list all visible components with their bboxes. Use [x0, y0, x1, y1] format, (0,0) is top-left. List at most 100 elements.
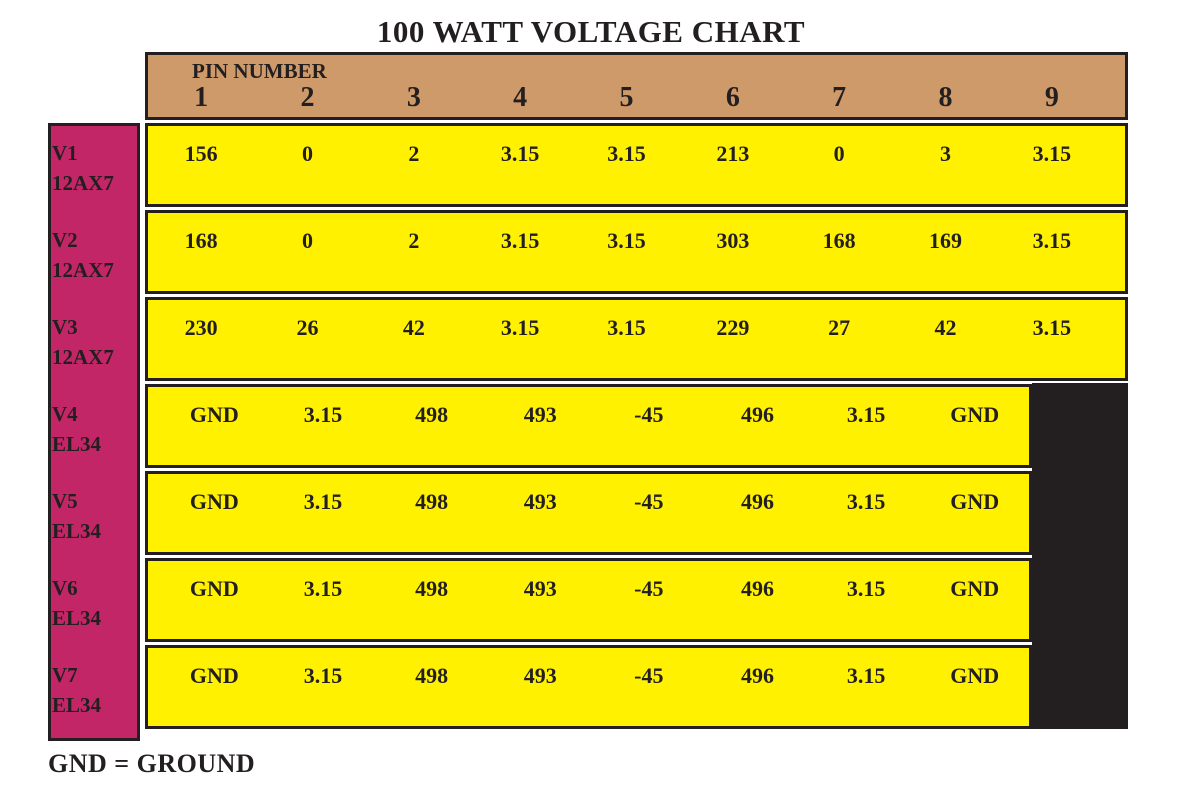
voltage-cell: 3.15 [303, 663, 343, 688]
voltage-cell: 3.15 [303, 402, 343, 427]
voltage-cell: -45 [634, 489, 664, 514]
tube-cell: V4 EL34 [51, 387, 137, 471]
blank-pin9-block [1032, 383, 1128, 729]
voltage-cell: GND [189, 402, 239, 427]
tube-label-column: V1 12AX7 V2 12AX7 V3 12AX7 V4 EL34 V5 EL34 V6 EL34 V… [48, 123, 140, 741]
voltage-cell: 213 [716, 141, 750, 166]
voltage-cell: 493 [523, 402, 557, 427]
tube-id: V6 [52, 576, 78, 600]
tube-cell: V7 EL34 [51, 648, 137, 732]
voltage-cell: -45 [634, 576, 664, 601]
voltage-row: 156 0 2 3.15 3.15 213 0 3 3.15 [145, 123, 1128, 207]
voltage-cell: 498 [415, 576, 449, 601]
voltage-cell: GND [950, 576, 1000, 601]
voltage-cell: 42 [402, 315, 425, 340]
voltage-cell: 3.15 [303, 489, 343, 514]
pin-column-header: 1 [194, 82, 209, 113]
tube-cell: V5 EL34 [51, 474, 137, 558]
voltage-cell: 3.15 [500, 315, 540, 340]
voltage-cell: 3.15 [846, 489, 886, 514]
voltage-cell: GND [189, 576, 239, 601]
voltage-cell: 42 [934, 315, 957, 340]
voltage-cell: 2 [408, 141, 420, 166]
tube-model: EL34 [52, 693, 102, 717]
voltage-cell: 493 [523, 576, 557, 601]
voltage-cell: 498 [415, 663, 449, 688]
pin-column-header: 6 [725, 82, 740, 113]
voltage-cell: 303 [716, 228, 750, 253]
voltage-cell: 3.15 [607, 228, 646, 253]
pin-column-header: 4 [513, 82, 528, 113]
voltage-cell: GND [950, 402, 1000, 427]
voltage-cell: 3.15 [846, 663, 886, 688]
voltage-cell: 498 [415, 489, 449, 514]
voltage-cell: -45 [634, 663, 664, 688]
pin-number-label: PIN NUMBER [192, 59, 327, 83]
pin-number-header: PIN NUMBER 1 2 3 4 5 6 7 8 9 [145, 52, 1128, 120]
voltage-cell: 496 [740, 489, 774, 514]
voltage-cell: 3 [939, 141, 951, 166]
voltage-cell: GND [950, 489, 1000, 514]
voltage-cell: 0 [833, 141, 845, 166]
voltage-row: 168 0 2 3.15 3.15 303 168 169 3.15 [145, 210, 1128, 294]
voltage-cell: 168 [184, 228, 218, 253]
pin-column-header: 7 [832, 82, 847, 113]
tube-id: V2 [52, 228, 78, 252]
voltage-row: GND 3.15 498 493 -45 496 3.15 GND [145, 645, 1032, 729]
voltage-cell: 168 [822, 228, 856, 253]
tube-model: 12AX7 [52, 345, 114, 369]
voltage-cell: 169 [928, 228, 962, 253]
voltage-cell: 493 [523, 663, 557, 688]
voltage-cell: 3.15 [1032, 228, 1072, 253]
tube-id: V4 [52, 402, 78, 426]
tube-id: V5 [52, 489, 78, 513]
pin-column-header: 3 [406, 82, 421, 113]
voltage-cell: 3.15 [500, 228, 540, 253]
voltage-chart-table: PIN NUMBER 1 2 3 4 5 6 7 8 9 V1 12AX7 V2 12AX7 V3 12A… [48, 52, 1130, 741]
tube-model: EL34 [52, 606, 102, 630]
ground-legend: GND = GROUND [48, 749, 256, 778]
voltage-cell: 156 [184, 141, 218, 166]
voltage-cell: 493 [523, 489, 557, 514]
voltage-cell: 0 [301, 228, 313, 253]
voltage-cell: GND [189, 663, 239, 688]
voltage-cell: 26 [296, 315, 319, 340]
tube-id: V3 [52, 315, 78, 339]
voltage-cell: GND [189, 489, 239, 514]
page-title: 100 WATT VOLTAGE CHART [376, 14, 806, 49]
voltage-cell: 3.15 [303, 576, 343, 601]
voltage-cell: 3.15 [846, 576, 886, 601]
voltage-cell: 496 [740, 663, 774, 688]
tube-model: 12AX7 [52, 258, 114, 282]
voltage-cell: 27 [828, 315, 851, 340]
voltage-cell: 496 [740, 402, 774, 427]
tube-cell: V2 12AX7 [51, 213, 137, 297]
voltage-cell: GND [950, 663, 1000, 688]
voltage-cell: 230 [184, 315, 218, 340]
tube-model: 12AX7 [52, 171, 114, 195]
voltage-cell: 3.15 [500, 141, 540, 166]
tube-cell: V3 12AX7 [51, 300, 137, 384]
voltage-cell: 229 [716, 315, 750, 340]
voltage-cell: -45 [634, 402, 664, 427]
pin-column-header: 2 [300, 82, 315, 113]
voltage-cell: 498 [415, 402, 449, 427]
voltage-row: 230 26 42 3.15 3.15 229 27 42 3.15 [145, 297, 1128, 381]
tube-cell: V1 12AX7 [51, 126, 137, 210]
tube-cell: V6 EL34 [51, 561, 137, 645]
voltage-cell: 3.15 [607, 315, 646, 340]
voltage-row: GND 3.15 498 493 -45 496 3.15 GND [145, 471, 1032, 555]
voltage-rows: 156 0 2 3.15 3.15 213 0 3 3.15 168 0 2 3.15 3.15 303 16… [145, 123, 1128, 732]
pin-column-header: 5 [619, 82, 634, 113]
pin-column-header: 8 [938, 82, 953, 113]
pin-column-header: 9 [1044, 82, 1059, 113]
voltage-cell: 3.15 [1032, 141, 1072, 166]
voltage-cell: 496 [740, 576, 774, 601]
voltage-cell: 3.15 [846, 402, 886, 427]
pin-column-headers: 1 2 3 4 5 6 7 8 9 [148, 83, 1125, 113]
voltage-cell: 3.15 [1032, 315, 1072, 340]
voltage-cell: 2 [408, 228, 420, 253]
tube-id: V7 [52, 663, 78, 687]
tube-model: EL34 [52, 432, 102, 456]
tube-id: V1 [52, 141, 78, 165]
